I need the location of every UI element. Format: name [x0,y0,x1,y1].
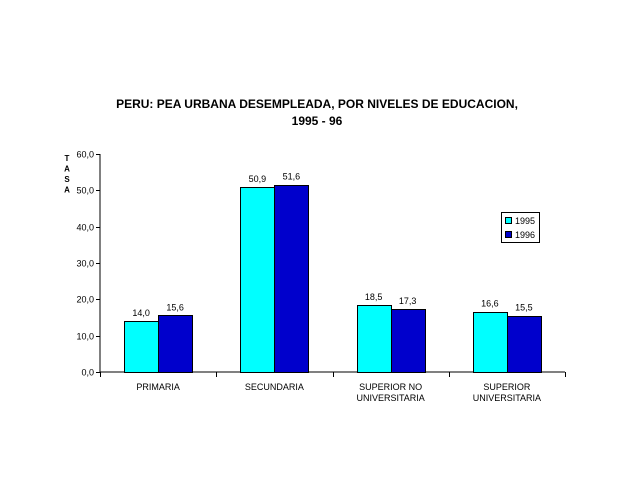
chart-title-line-1: PERU: PEA URBANA DESEMPLEADA, POR NIVELE… [116,97,518,111]
chart-title: PERU: PEA URBANA DESEMPLEADA, POR NIVELE… [0,96,634,130]
y-axis-label-letter: A [64,186,70,195]
legend-label-1996: 1996 [515,230,535,240]
data-label: 18,5 [365,292,383,302]
y-tick-label: 50,0 [76,186,94,196]
bar-1996-0 [158,315,193,373]
x-category-label: SECUNDARIA [245,382,304,392]
y-axis-label-letter: T [65,154,70,163]
x-category-label: SUPERIOR [483,382,531,392]
bar-1996-1 [274,185,309,373]
data-label: 51,6 [283,172,301,182]
x-category-label: UNIVERSITARIA [473,393,541,403]
data-label: 15,5 [515,303,533,313]
legend-swatch-1995 [505,217,512,224]
bar-1996-3 [507,316,542,373]
y-tick-label: 0,0 [81,368,94,378]
y-tick-label: 30,0 [76,259,94,269]
y-tick-label: 20,0 [76,295,94,305]
x-category-label: UNIVERSITARIA [356,393,424,403]
data-label: 17,3 [399,296,417,306]
y-tick-label: 60,0 [76,150,94,160]
bar-1995-1 [240,187,275,373]
data-label: 50,9 [249,174,267,184]
y-axis-label-letter: S [64,175,70,184]
bar-1996-2 [391,309,426,373]
legend-label-1995: 1995 [515,216,535,226]
y-axis-label-letter: A [64,165,70,174]
bar-1995-3 [473,312,508,373]
x-category-label: PRIMARIA [136,382,180,392]
legend-swatch-1996 [505,231,512,238]
y-tick-label: 10,0 [76,332,94,342]
data-label: 15,6 [166,302,184,312]
x-category-label: SUPERIOR NO [359,382,422,392]
y-tick-label: 40,0 [76,223,94,233]
bar-1995-0 [124,321,159,373]
bar-1995-2 [357,305,392,373]
data-label: 14,0 [132,308,150,318]
data-label: 16,6 [481,299,499,309]
chart-title-line-2: 1995 - 96 [291,114,343,128]
